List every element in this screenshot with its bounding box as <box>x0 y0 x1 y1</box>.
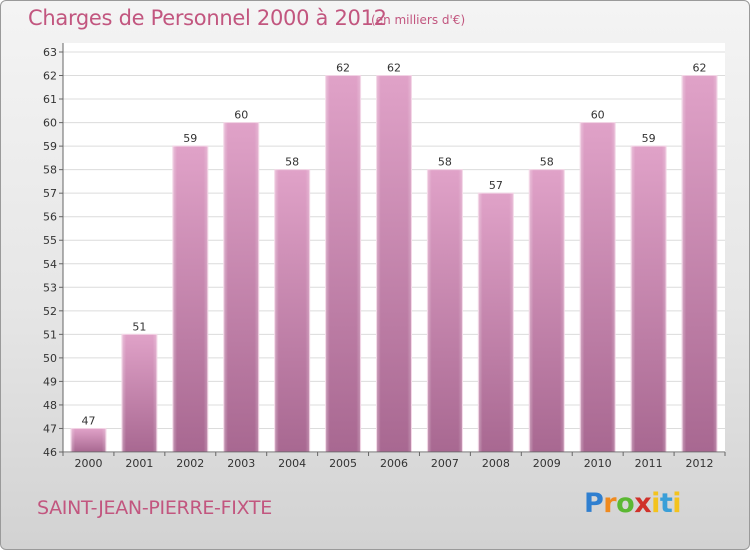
x-tick-label: 2004 <box>278 457 306 470</box>
data-label: 58 <box>438 156 452 169</box>
y-tick-label: 56 <box>43 211 57 224</box>
bar-sheen <box>223 122 259 453</box>
x-tick-label: 2012 <box>686 457 714 470</box>
y-tick-label: 63 <box>43 46 57 59</box>
x-tick-label: 2010 <box>584 457 612 470</box>
x-tick-label: 2005 <box>329 457 357 470</box>
bar-sheen <box>325 75 361 452</box>
proxiti-logo: Proxiti <box>584 488 682 519</box>
data-label: 57 <box>489 179 503 192</box>
bar-sheen <box>631 146 667 452</box>
bar-sheen <box>274 169 310 452</box>
x-tick-label: 2002 <box>176 457 204 470</box>
x-tick-label: 2009 <box>533 457 561 470</box>
bars: 47 51 59 60 58 62 62 58 57 58 60 59 62 <box>70 62 718 453</box>
y-tick-label: 46 <box>43 446 57 459</box>
y-axis: 46 47 48 49 50 51 52 53 54 55 56 57 58 59 60 61 62 63 <box>43 43 64 459</box>
bar-sheen <box>121 334 157 452</box>
data-label: 59 <box>642 132 656 145</box>
x-tick-label: 2007 <box>431 457 459 470</box>
y-tick-label: 47 <box>43 422 57 435</box>
bar-sheen <box>529 169 565 452</box>
y-tick-label: 55 <box>43 234 57 247</box>
data-label: 60 <box>591 109 605 122</box>
x-axis: 2000 2001 2002 2003 2004 2005 2006 2007 2008 2009… <box>62 451 726 470</box>
x-tick-label: 2011 <box>635 457 663 470</box>
data-label: 59 <box>183 132 197 145</box>
y-tick-label: 53 <box>43 281 57 294</box>
bar-sheen <box>478 193 514 453</box>
y-tick-label: 62 <box>43 70 57 83</box>
y-tick-label: 60 <box>43 117 57 130</box>
data-label: 62 <box>336 62 350 75</box>
x-tick-label: 2006 <box>380 457 408 470</box>
bar-sheen <box>70 428 106 452</box>
y-tick-label: 52 <box>43 305 57 318</box>
data-label: 58 <box>285 156 299 169</box>
y-tick-label: 54 <box>43 258 57 271</box>
y-tick-label: 61 <box>43 93 57 106</box>
data-label: 60 <box>234 109 248 122</box>
bar-sheen <box>682 75 718 452</box>
bar-sheen <box>376 75 412 452</box>
x-tick-label: 2000 <box>74 457 102 470</box>
bar-sheen <box>427 169 463 452</box>
bar-sheen <box>580 122 616 453</box>
x-tick-label: 2003 <box>227 457 255 470</box>
data-label: 51 <box>132 320 146 333</box>
y-tick-label: 48 <box>43 399 57 412</box>
data-label: 58 <box>540 156 554 169</box>
data-label: 47 <box>81 414 95 427</box>
data-label: 62 <box>693 62 707 75</box>
y-tick-label: 57 <box>43 187 57 200</box>
bar-sheen <box>172 146 208 452</box>
y-tick-label: 50 <box>43 352 57 365</box>
unit-note: (en milliers d'€) <box>371 13 466 27</box>
y-tick-label: 49 <box>43 375 57 388</box>
chart-title: Charges de Personnel 2000 à 2012 <box>28 6 387 30</box>
y-tick-label: 58 <box>43 164 57 177</box>
data-label: 62 <box>387 62 401 75</box>
y-tick-label: 51 <box>43 328 57 341</box>
x-tick-label: 2008 <box>482 457 510 470</box>
x-tick-label: 2001 <box>125 457 153 470</box>
location-label: SAINT-JEAN-PIERRE-FIXTE <box>37 497 272 519</box>
y-tick-label: 59 <box>43 140 57 153</box>
